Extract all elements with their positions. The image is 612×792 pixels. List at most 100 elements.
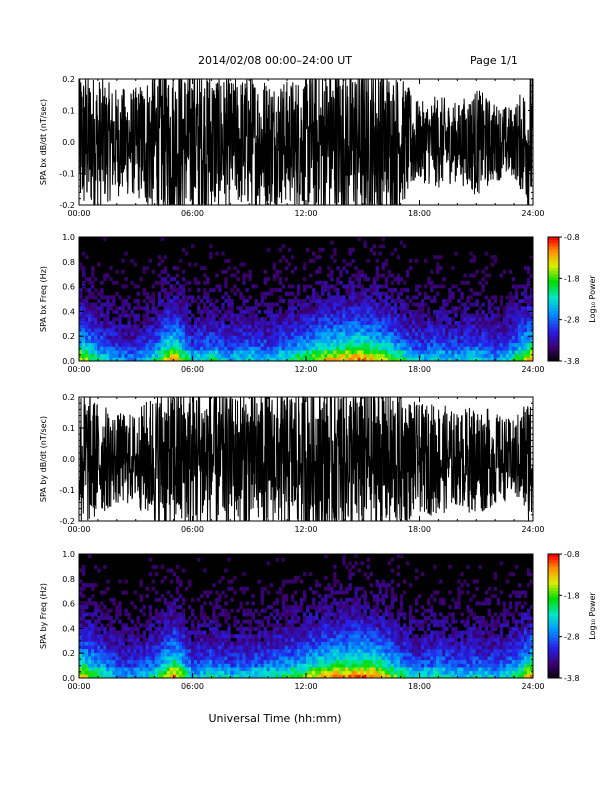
heatmap-cell <box>511 302 516 307</box>
heatmap-cell <box>224 608 228 613</box>
heatmap-cell <box>82 572 86 577</box>
heatmap-cell <box>372 251 376 256</box>
heatmap-cell <box>178 342 183 347</box>
heatmap-cell <box>106 306 110 311</box>
heatmap-cell <box>278 645 283 650</box>
heatmap-cell <box>175 273 180 278</box>
heatmap-cell <box>330 652 334 657</box>
heatmap-cell <box>248 346 252 351</box>
heatmap-cell <box>157 648 162 653</box>
heatmap-cell <box>402 288 407 293</box>
heatmap-cell <box>393 324 398 329</box>
heatmap-cell <box>109 357 113 362</box>
heatmap-cell <box>290 328 295 333</box>
heatmap-cell <box>333 583 337 588</box>
heatmap-cell <box>200 659 204 664</box>
heatmap-cell <box>97 335 101 340</box>
heatmap-cell <box>227 656 231 661</box>
heatmap-cell <box>97 342 101 347</box>
heatmap-cell <box>354 357 358 362</box>
heatmap-cell <box>130 350 134 355</box>
heatmap-cell <box>139 328 143 333</box>
heatmap-cell <box>469 273 473 278</box>
heatmap-cell <box>157 339 162 344</box>
heatmap-cell <box>188 645 192 650</box>
heatmap-cell <box>127 652 131 657</box>
heatmap-cell <box>97 262 101 267</box>
heatmap-cell <box>354 309 358 314</box>
heatmap-cell <box>327 335 331 340</box>
heatmap-cell <box>287 641 292 646</box>
heatmap-cell <box>484 320 488 325</box>
heatmap-cell <box>124 626 128 631</box>
heatmap-cell <box>511 277 516 282</box>
heatmap-cell <box>384 328 389 333</box>
heatmap-cell <box>91 335 95 340</box>
heatmap-cell <box>94 637 98 642</box>
heatmap-cell <box>118 667 122 672</box>
heatmap-cell <box>233 641 237 646</box>
heatmap-cell <box>172 645 177 650</box>
heatmap-cell <box>203 619 207 624</box>
y-axis-label: SPA bx Freq (Hz) <box>39 266 48 332</box>
heatmap-cell <box>381 317 386 322</box>
heatmap-cell <box>327 605 331 610</box>
heatmap-cell <box>427 350 431 355</box>
heatmap-cell <box>227 357 231 362</box>
heatmap-cell <box>369 313 373 318</box>
heatmap-cell <box>327 663 331 668</box>
heatmap-cell <box>136 634 140 639</box>
heatmap-cell <box>254 284 258 289</box>
heatmap-cell <box>181 342 186 347</box>
heatmap-cell <box>100 342 104 347</box>
heatmap-cell <box>136 353 140 358</box>
heatmap-cell <box>212 637 216 642</box>
heatmap-cell <box>293 674 298 679</box>
heatmap-cell <box>239 331 243 336</box>
heatmap-cell <box>218 659 222 664</box>
heatmap-cell <box>309 652 313 657</box>
heatmap-cell <box>94 659 98 664</box>
heatmap-cell <box>121 339 125 344</box>
heatmap-cell <box>299 637 304 642</box>
heatmap-cell <box>454 320 458 325</box>
heatmap-cell <box>254 637 258 642</box>
heatmap-cell <box>318 674 322 679</box>
heatmap-cell <box>97 299 101 303</box>
heatmap-cell <box>306 346 310 351</box>
heatmap-cell <box>148 572 152 577</box>
heatmap-cell <box>293 641 298 646</box>
heatmap-cell <box>327 324 331 329</box>
heatmap-cell <box>306 284 310 289</box>
heatmap-cell <box>124 251 128 256</box>
heatmap-cell <box>169 652 174 657</box>
heatmap-cell <box>436 339 440 344</box>
heatmap-cell <box>91 353 95 358</box>
heatmap-cell <box>330 634 334 639</box>
heatmap-cell <box>354 313 358 318</box>
heatmap-cell <box>112 656 116 661</box>
heatmap-cell <box>218 579 222 584</box>
heatmap-cell <box>269 324 274 329</box>
heatmap-cell <box>502 331 507 336</box>
heatmap-cell <box>321 299 325 303</box>
heatmap-cell <box>336 320 340 325</box>
heatmap-cell <box>408 309 413 314</box>
heatmap-cell <box>178 350 183 355</box>
heatmap-cell <box>478 339 482 344</box>
heatmap-cell <box>118 648 122 653</box>
heatmap-cell <box>121 623 125 628</box>
heatmap-cell <box>209 339 213 344</box>
heatmap-cell <box>493 299 498 303</box>
heatmap-cell <box>418 353 422 358</box>
heatmap-cell <box>330 295 334 300</box>
heatmap-cell <box>490 309 494 314</box>
colorbar-segment <box>548 283 559 288</box>
heatmap-cell <box>360 331 364 336</box>
heatmap-cell <box>424 346 428 351</box>
heatmap-cell <box>345 350 349 355</box>
heatmap-cell <box>299 645 304 650</box>
heatmap-cell <box>181 350 186 355</box>
heatmap-cell <box>290 255 295 260</box>
heatmap-cell <box>272 641 277 646</box>
